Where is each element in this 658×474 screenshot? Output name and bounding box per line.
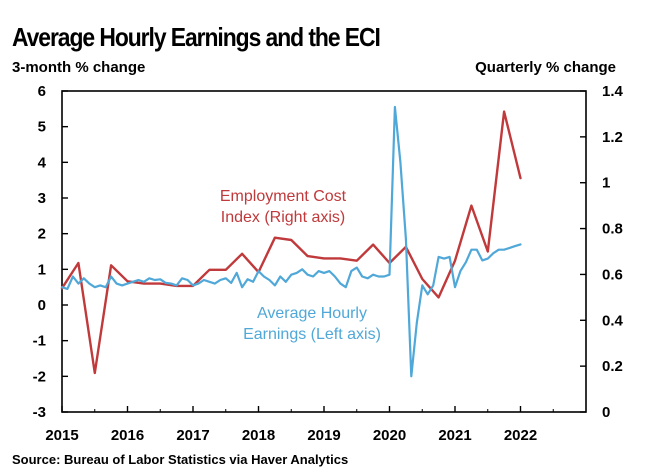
left-tick-label: 1	[38, 261, 46, 278]
ahe-series-label: Average Hourly	[257, 305, 367, 322]
ahe-series-label: Earnings (Left axis)	[243, 326, 381, 343]
right-tick-label: 0.8	[602, 221, 623, 238]
left-tick-label: 6	[38, 83, 46, 100]
ahe-series-line	[60, 105, 522, 378]
right-tick-label: 0.4	[602, 312, 624, 329]
x-tick-label: 2018	[242, 427, 275, 444]
left-tick-label: -3	[33, 404, 46, 421]
x-tick-label: 2017	[176, 427, 209, 444]
left-tick-label: 3	[38, 190, 46, 207]
plot-frame	[61, 90, 587, 413]
eci-series-line	[60, 110, 522, 375]
left-tick-label: 4	[38, 154, 47, 171]
x-tick-label: 2022	[504, 427, 537, 444]
left-tick-label: 0	[38, 297, 46, 314]
x-tick-label: 2021	[438, 427, 471, 444]
x-tick-label: 2015	[45, 427, 78, 444]
right-tick-label: 1.4	[602, 83, 624, 100]
right-tick-label: 1	[602, 175, 610, 192]
x-tick-label: 2020	[373, 427, 406, 444]
left-tick-label: 2	[38, 226, 46, 243]
right-tick-label: 1.2	[602, 129, 623, 146]
x-tick-label: 2016	[111, 427, 144, 444]
right-tick-label: 0.2	[602, 358, 623, 375]
x-tick-label: 2019	[307, 427, 340, 444]
right-axis-title: Quarterly % change	[475, 59, 616, 76]
left-tick-label: -2	[33, 368, 46, 385]
eci-series-label: Employment Cost	[220, 188, 347, 205]
right-tick-label: 0	[602, 404, 610, 421]
chart-title: Average Hourly Earnings and the ECI	[12, 22, 381, 52]
eci-series-label: Index (Right axis)	[221, 209, 346, 226]
left-tick-label: 5	[38, 119, 46, 136]
source-note: Source: Bureau of Labor Statistics via H…	[12, 452, 349, 467]
left-axis-title: 3-month % change	[12, 59, 146, 76]
left-tick-label: -1	[33, 333, 46, 350]
right-tick-label: 0.6	[602, 266, 623, 283]
